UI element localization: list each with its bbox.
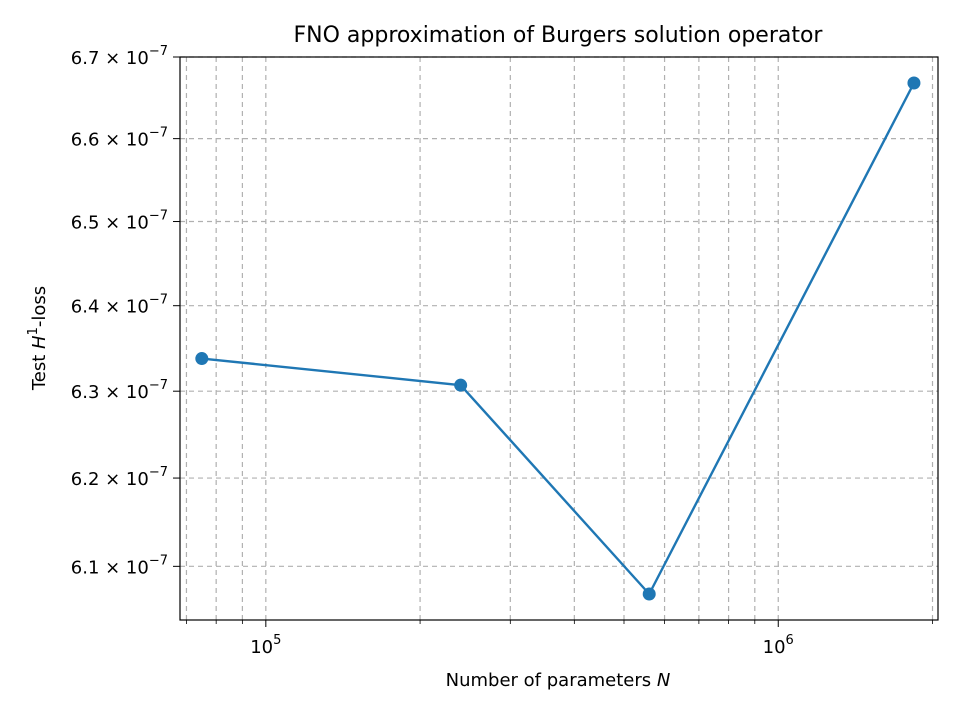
y-tick-label-base: 10: [126, 48, 149, 69]
y-tick-label: 6.3 × 10−7: [71, 378, 168, 403]
y-tick-label-mantissa: 6.1 ×: [71, 557, 126, 578]
y-tick-label-exp: −7: [149, 293, 168, 308]
y-tick-label-base: 10: [126, 469, 149, 490]
x-tick-label-exp: 6: [786, 633, 794, 648]
y-tick-label-base: 10: [126, 213, 149, 234]
y-axis-label-suffix: -loss: [29, 286, 50, 327]
y-tick-label-exp: −7: [149, 553, 168, 568]
y-tick-label-base: 10: [126, 130, 149, 151]
y-tick-label: 6.6 × 10−7: [71, 126, 168, 151]
y-tick-label: 6.1 × 10−7: [71, 553, 168, 578]
x-tick-label: 106: [763, 633, 794, 658]
x-axis-label-text: Number of parameters: [446, 670, 657, 691]
y-tick-label-mantissa: 6.2 ×: [71, 469, 126, 490]
x-tick-label-base: 10: [250, 637, 273, 658]
y-tick-label-base: 10: [126, 297, 149, 318]
data-point: [195, 352, 209, 366]
y-axis-label-prefix: Test: [29, 349, 50, 391]
y-tick-label-mantissa: 6.4 ×: [71, 297, 126, 318]
y-tick-label: 6.4 × 10−7: [71, 293, 168, 318]
chart-title: FNO approximation of Burgers solution op…: [294, 23, 824, 48]
x-tick-label-base: 10: [763, 637, 786, 658]
y-tick-label-exp: −7: [149, 378, 168, 393]
y-axis-label: Test H1-loss: [26, 286, 50, 391]
y-tick-label-base: 10: [126, 557, 149, 578]
y-tick-label-mantissa: 6.3 ×: [71, 382, 126, 403]
y-tick-label: 6.7 × 10−7: [71, 44, 168, 69]
data-point: [907, 76, 921, 90]
data-point: [454, 378, 468, 392]
y-tick-label-exp: −7: [149, 126, 168, 141]
y-axis-label-sup: 1: [26, 327, 41, 335]
y-tick-label-mantissa: 6.6 ×: [71, 130, 126, 151]
x-axis-label-var: N: [657, 670, 670, 691]
data-point: [642, 587, 656, 601]
data-series: [195, 76, 921, 601]
y-tick-label: 6.5 × 10−7: [71, 209, 168, 234]
y-tick-label: 6.2 × 10−7: [71, 465, 168, 490]
y-tick-label-mantissa: 6.5 ×: [71, 213, 126, 234]
y-tick-label-exp: −7: [149, 44, 168, 59]
y-axis-label-var: H: [29, 335, 50, 349]
x-tick-label: 105: [250, 633, 281, 658]
y-tick-label-exp: −7: [149, 465, 168, 480]
series-line: [201, 82, 916, 596]
plot-frame: [179, 56, 939, 621]
y-tick-label-mantissa: 6.7 ×: [71, 48, 126, 69]
grid-lines: [180, 56, 938, 620]
y-tick-label-exp: −7: [149, 209, 168, 224]
y-tick-label-base: 10: [126, 382, 149, 403]
x-tick-label-exp: 5: [273, 633, 281, 648]
x-axis-label: Number of parameters N: [446, 670, 671, 691]
